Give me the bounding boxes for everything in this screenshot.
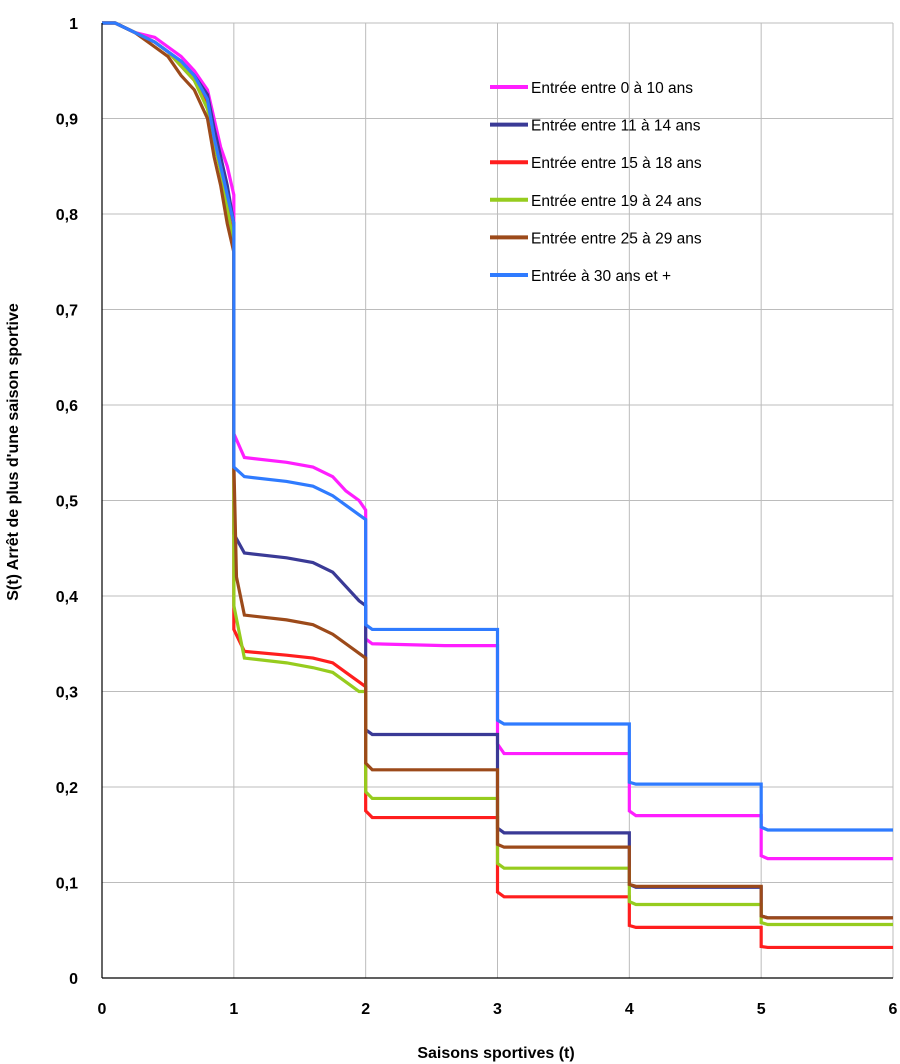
series-layer [102, 21, 893, 950]
series-line-4 [102, 21, 893, 927]
x-tick-labels: 0 1 2 3 4 5 6 [98, 1001, 898, 1018]
y-tick-label: 0,7 [56, 303, 78, 320]
x-tick-label: 1 [229, 1001, 238, 1018]
series-line-1 [102, 21, 893, 861]
series-line-6 [102, 21, 893, 832]
legend-label-5: Entrée entre 25 à 29 ans [531, 230, 702, 247]
axes [101, 23, 893, 979]
y-tick-label: 0,1 [56, 876, 78, 893]
y-tick-label: 0,8 [56, 207, 78, 224]
x-tick-label: 3 [493, 1001, 502, 1018]
y-tick-labels: 0 0,1 0,2 0,3 0,4 0,5 0,6 0,7 0,8 0,9 1 [56, 16, 78, 988]
x-tick-label: 5 [757, 1001, 766, 1018]
y-tick-label: 0,4 [56, 589, 78, 606]
x-tick-label: 0 [98, 1001, 107, 1018]
legend-label-4: Entrée entre 19 à 24 ans [531, 193, 702, 210]
x-tick-label: 2 [361, 1001, 370, 1018]
y-tick-label: 0,5 [56, 494, 78, 511]
x-axis-title: Saisons sportives (t) [417, 1045, 574, 1062]
y-tick-label: 0 [69, 971, 78, 988]
legend-label-3: Entrée entre 15 à 18 ans [531, 155, 702, 172]
x-tick-label: 4 [625, 1001, 634, 1018]
x-tick-label: 6 [889, 1001, 898, 1018]
y-tick-label: 0,3 [56, 685, 78, 702]
y-tick-label: 0,9 [56, 112, 78, 129]
y-axis-title: S(t) Arrêt de plus d'une saison sportive [5, 303, 22, 601]
legend-label-1: Entrée entre 0 à 10 ans [531, 80, 693, 97]
y-tick-label: 1 [69, 16, 78, 33]
legend-label-2: Entrée entre 11 à 14 ans [531, 118, 701, 135]
series-line-5 [102, 21, 893, 920]
y-tick-label: 0,2 [56, 780, 78, 797]
legend-label-6: Entrée à 30 ans et + [531, 268, 671, 285]
y-tick-label: 0,6 [56, 398, 78, 415]
legend: Entrée entre 0 à 10 ans Entrée entre 11 à… [490, 80, 702, 285]
